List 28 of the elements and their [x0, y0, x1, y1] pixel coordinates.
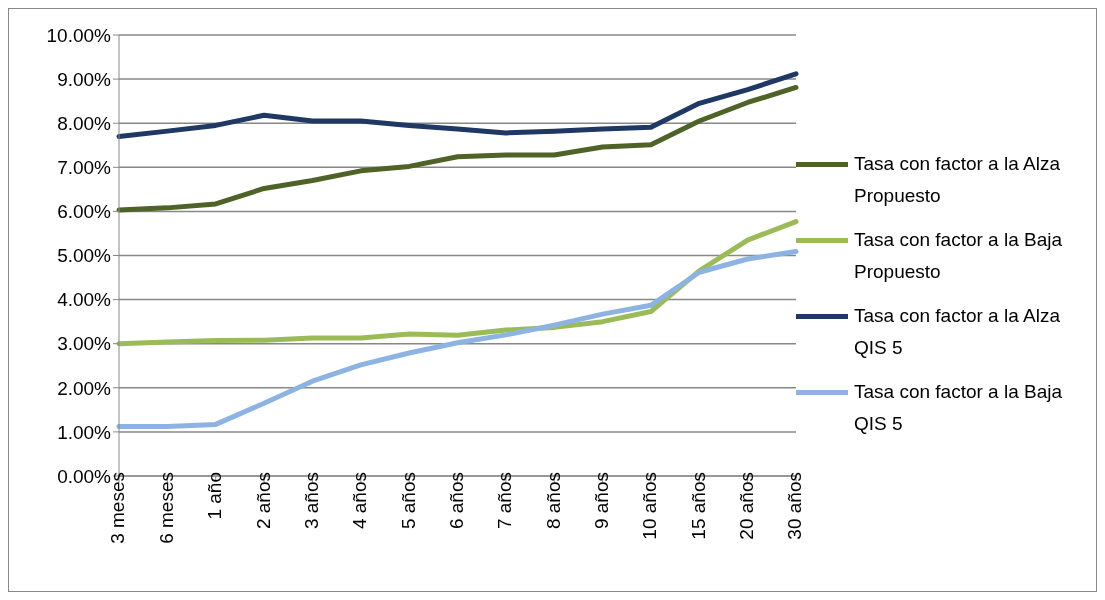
x-tick-label: 2 años — [252, 472, 274, 530]
legend-label: Tasa con factor a la Alza Propuesto — [854, 152, 1061, 208]
y-tick-label: 5.00% — [57, 245, 112, 267]
x-tick-label: 20 años — [736, 472, 758, 540]
x-tick-label: 30 años — [784, 472, 806, 540]
x-tick-label: 10 años — [639, 472, 661, 540]
x-tick-label: 9 años — [591, 472, 613, 530]
y-tick-label: 2.00% — [57, 377, 112, 399]
legend-label: Tasa con factor a la Baja QIS 5 — [854, 380, 1064, 436]
x-tick-label: 7 años — [494, 472, 516, 530]
x-tick-label: 6 años — [445, 472, 467, 530]
x-tick-label: 3 años — [300, 472, 322, 530]
legend-label: Tasa con factor a la Baja Propuesto — [854, 228, 1064, 284]
y-tick-label: 6.00% — [57, 201, 112, 223]
x-tick-label: 15 años — [687, 472, 709, 540]
y-tick-label: 4.00% — [57, 289, 112, 311]
x-tick-label: 1 año — [204, 472, 226, 520]
y-tick-label: 8.00% — [57, 112, 112, 134]
x-tick-label: 4 años — [349, 472, 371, 530]
y-tick-label: 1.00% — [57, 421, 112, 443]
y-tick-label: 3.00% — [57, 333, 112, 355]
x-tick-label: 8 años — [542, 472, 564, 530]
y-tick-label: 7.00% — [57, 157, 112, 179]
x-tick-label: 5 años — [397, 472, 419, 530]
legend-label: Tasa con factor a la Alza QIS 5 — [854, 304, 1061, 360]
x-tick-label: 6 meses — [155, 472, 177, 544]
y-tick-label: 10.00% — [46, 24, 112, 46]
y-tick-label: 9.00% — [57, 68, 112, 90]
